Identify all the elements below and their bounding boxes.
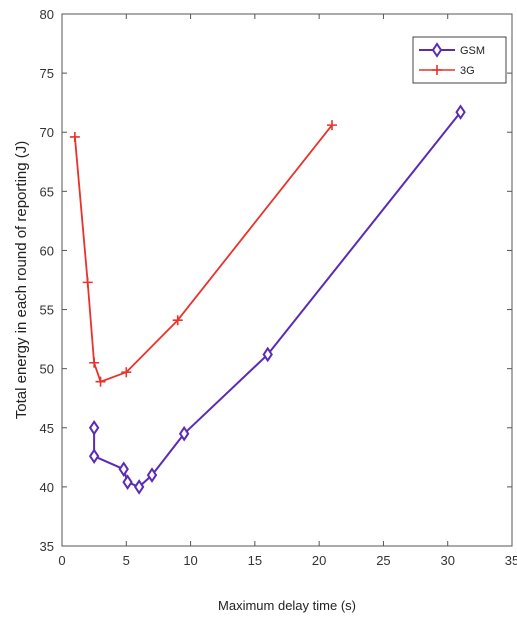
- data-point-3g: [82, 277, 93, 288]
- data-point-gsm: [262, 346, 273, 363]
- legend-item-3g: 3G: [419, 65, 475, 77]
- legend: GSM 3G: [412, 36, 507, 84]
- y-tick-label: 80: [40, 7, 54, 22]
- data-point-gsm: [122, 474, 133, 490]
- y-tick-label: 70: [40, 125, 54, 140]
- y-tick-label: 65: [40, 184, 54, 199]
- y-tick-label: 40: [40, 480, 54, 495]
- legend-box: [412, 36, 507, 84]
- series-3g: [69, 120, 337, 387]
- legend-item-gsm: GSM: [419, 42, 485, 58]
- plot-area: [61, 13, 513, 547]
- data-point-3g: [95, 376, 106, 387]
- y-tick-label: 55: [40, 303, 54, 318]
- data-point-3g: [172, 315, 183, 326]
- data-point-gsm: [178, 425, 190, 442]
- x-tick-label: 20: [312, 553, 326, 568]
- y-tick-label: 45: [40, 421, 54, 436]
- y-tick-label: 50: [40, 362, 54, 377]
- x-tick-label: 10: [183, 553, 197, 568]
- data-point-gsm: [146, 467, 158, 483]
- data-point-3g: [89, 357, 100, 368]
- data-point-3g: [69, 131, 80, 142]
- x-tick-label: 15: [248, 553, 262, 568]
- y-tick-label: 60: [40, 243, 54, 258]
- x-tick-label: 35: [505, 553, 517, 568]
- series-gsm: [88, 104, 466, 495]
- data-point-gsm: [455, 104, 466, 120]
- legend-label-3g: 3G: [460, 65, 475, 77]
- data-point-gsm: [88, 448, 100, 464]
- y-axis: 35 40 45 50 55 60 65 70 75 80: [40, 7, 512, 554]
- x-tick-label: 5: [123, 553, 130, 568]
- legend-marker-gsm: [431, 42, 443, 58]
- x-tick-label: 0: [58, 553, 65, 568]
- x-axis-title: Maximum delay time (s): [218, 598, 356, 613]
- data-point-gsm: [133, 479, 145, 495]
- x-tick-label: 25: [376, 553, 390, 568]
- data-point-gsm: [88, 419, 100, 436]
- data-point-3g: [121, 367, 132, 378]
- data-point-gsm: [118, 461, 129, 477]
- y-tick-label: 75: [40, 66, 54, 81]
- series-layer: [69, 104, 466, 495]
- legend-label-gsm: GSM: [460, 45, 485, 57]
- x-tick-label: 30: [440, 553, 454, 568]
- data-point-3g: [327, 120, 337, 131]
- legend-marker-3g: [432, 65, 442, 75]
- y-axis-title: Total energy in each round of reporting …: [13, 141, 30, 420]
- x-axis: 0 5 10 15 20 25 30 35: [58, 14, 517, 568]
- y-tick-label: 35: [40, 539, 54, 554]
